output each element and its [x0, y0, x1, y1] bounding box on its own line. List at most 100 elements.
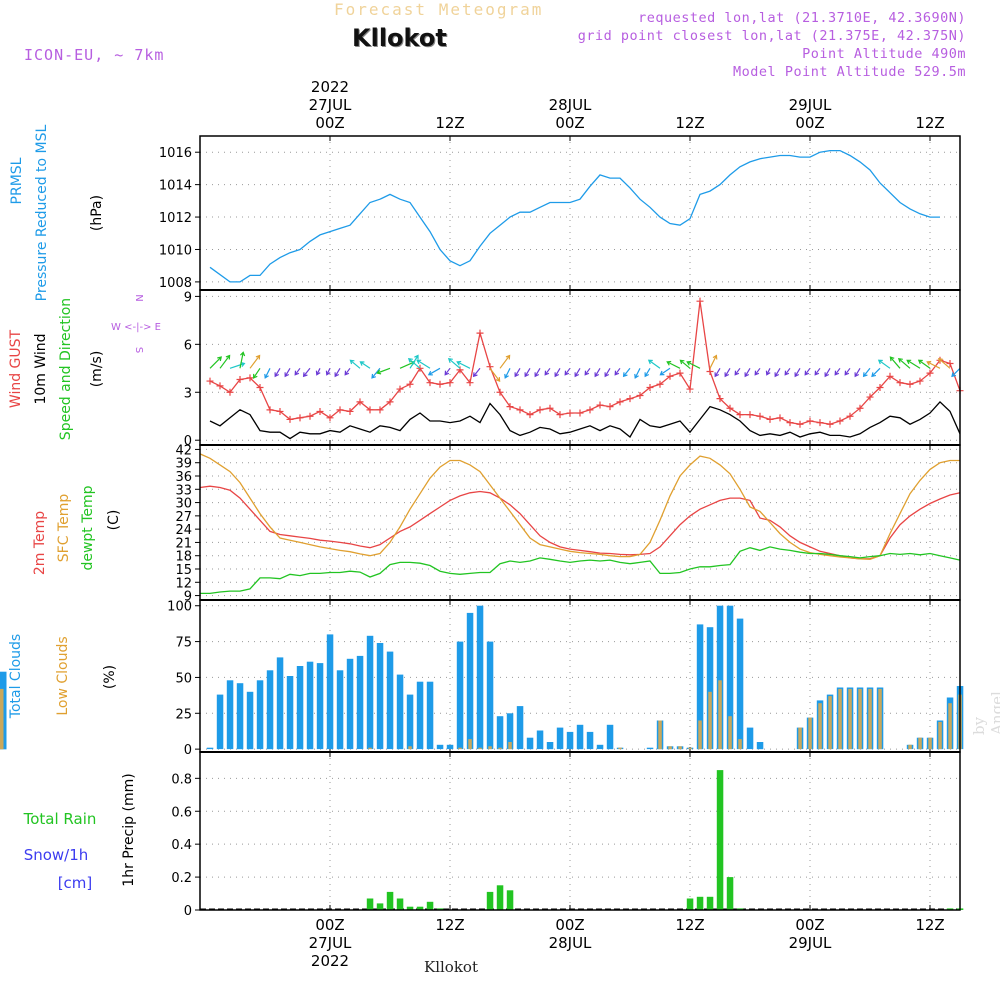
low-cloud-bar: [458, 747, 462, 750]
y-tick-label: 3: [184, 386, 192, 401]
low-cloud-bar: [818, 703, 822, 750]
label-2m-temp: 2m Temp: [32, 511, 48, 575]
gust-marker: [546, 404, 554, 412]
low-cloud-bar: [918, 737, 922, 750]
time-label-top-hour: 12Z: [435, 114, 464, 132]
wind-direction-arrow: [724, 367, 731, 378]
low-cloud-bar: [658, 720, 662, 750]
wind-direction-arrow: [951, 367, 961, 378]
total-cloud-bar: [376, 643, 384, 750]
gust-marker: [846, 412, 854, 420]
wind-direction-arrow: [252, 367, 261, 379]
wind-direction-arrow: [264, 368, 271, 379]
gust-marker: [776, 414, 784, 422]
gust-marker: [796, 420, 804, 428]
total-cloud-bar: [516, 706, 524, 750]
wind-direction-arrow: [714, 367, 721, 378]
panel-frame: [199, 444, 961, 601]
time-label-bottom-hour: 12Z: [915, 916, 944, 934]
gust-marker: [396, 385, 404, 393]
wind-direction-arrow: [554, 367, 561, 378]
gust-marker: [576, 409, 584, 417]
y-tick-label: 9: [184, 290, 192, 305]
compass-south: S: [133, 347, 144, 353]
rain-bar: [706, 896, 714, 910]
y-tick-label: 39: [175, 457, 192, 472]
gust-marker: [816, 419, 824, 427]
series-line-prmsl: [209, 149, 940, 283]
wind-direction-arrow: [824, 367, 831, 378]
wind-direction-arrow: [814, 367, 821, 376]
low-cloud-bar: [878, 688, 882, 750]
gust-marker: [716, 395, 724, 403]
gust-marker: [386, 398, 394, 406]
rain-bar: [406, 906, 414, 910]
wind-direction-arrow: [862, 367, 871, 378]
y-tick-label: 36: [175, 470, 192, 485]
wind-direction-arrow: [544, 367, 551, 376]
gust-marker: [686, 385, 694, 393]
wind-direction-arrow: [427, 367, 441, 376]
wind-direction-arrow: [209, 356, 223, 369]
gust-marker: [316, 407, 324, 415]
wind-direction-arrow: [604, 367, 611, 378]
y-tick-label: 0.4: [171, 838, 192, 853]
wind-direction-arrow: [302, 367, 311, 378]
wind-direction-arrow: [294, 367, 301, 376]
gust-marker: [736, 411, 744, 419]
y-axis-label-ms: (m/s): [89, 351, 105, 388]
year-label-top: 2022: [311, 78, 349, 96]
label-snow-cm: [cm]: [58, 874, 93, 892]
gust-marker: [666, 372, 674, 380]
time-label-bottom-hour: 00Z: [795, 916, 824, 934]
wind-direction-arrow: [679, 359, 691, 369]
wind-direction-arrow: [472, 367, 481, 378]
total-cloud-bar: [356, 655, 364, 750]
low-cloud-bar: [858, 688, 862, 750]
wind-direction-arrow: [416, 359, 431, 369]
wind-direction-arrow: [889, 356, 901, 369]
y-tick-label: 12: [175, 576, 192, 591]
series-line-sfc-temp: [199, 453, 960, 560]
wind-direction-arrow: [229, 361, 246, 369]
gust-marker: [236, 375, 244, 383]
y-tick-label: 15: [175, 563, 192, 578]
rain-bar: [726, 877, 734, 910]
gust-marker: [506, 403, 514, 411]
total-cloud-bar: [236, 683, 244, 750]
wind-direction-arrow: [917, 359, 931, 369]
low-cloud-bar: [368, 747, 372, 750]
wind-direction-arrow: [376, 367, 391, 375]
gust-marker: [606, 403, 614, 411]
rain-bar: [416, 906, 424, 910]
time-label-bottom-date: 28JUL: [549, 934, 592, 952]
gust-marker: [226, 388, 234, 396]
total-cloud-bar: [276, 657, 284, 750]
gust-marker: [446, 379, 454, 387]
wind-direction-arrow: [504, 368, 511, 379]
wind-direction-arrow: [794, 367, 801, 378]
total-cloud-bar: [506, 713, 514, 750]
total-cloud-bar: [536, 730, 544, 750]
total-cloud-bar: [586, 731, 594, 750]
total-cloud-bar: [526, 737, 534, 750]
low-cloud-bar: [908, 744, 912, 750]
y-axis-label-hpa: (hPa): [89, 195, 105, 231]
rain-bar: [426, 901, 434, 910]
panel-2: 0 3 6 9: [184, 289, 964, 449]
y-tick-label: 100: [167, 600, 192, 615]
wind-direction-arrow: [514, 367, 521, 378]
wind-direction-arrow: [754, 367, 761, 376]
low-cloud-bar: [688, 747, 692, 750]
gust-marker: [906, 380, 914, 388]
wind-direction-arrow: [834, 367, 841, 376]
rain-bar: [716, 770, 724, 910]
panel-frame: [199, 135, 961, 291]
low-cloud-bar: [938, 721, 942, 750]
y-tick-label: 1010: [159, 243, 192, 258]
wind-direction-arrow: [325, 368, 331, 376]
low-cloud-bar: [408, 746, 412, 750]
total-cloud-bar: [486, 641, 494, 750]
